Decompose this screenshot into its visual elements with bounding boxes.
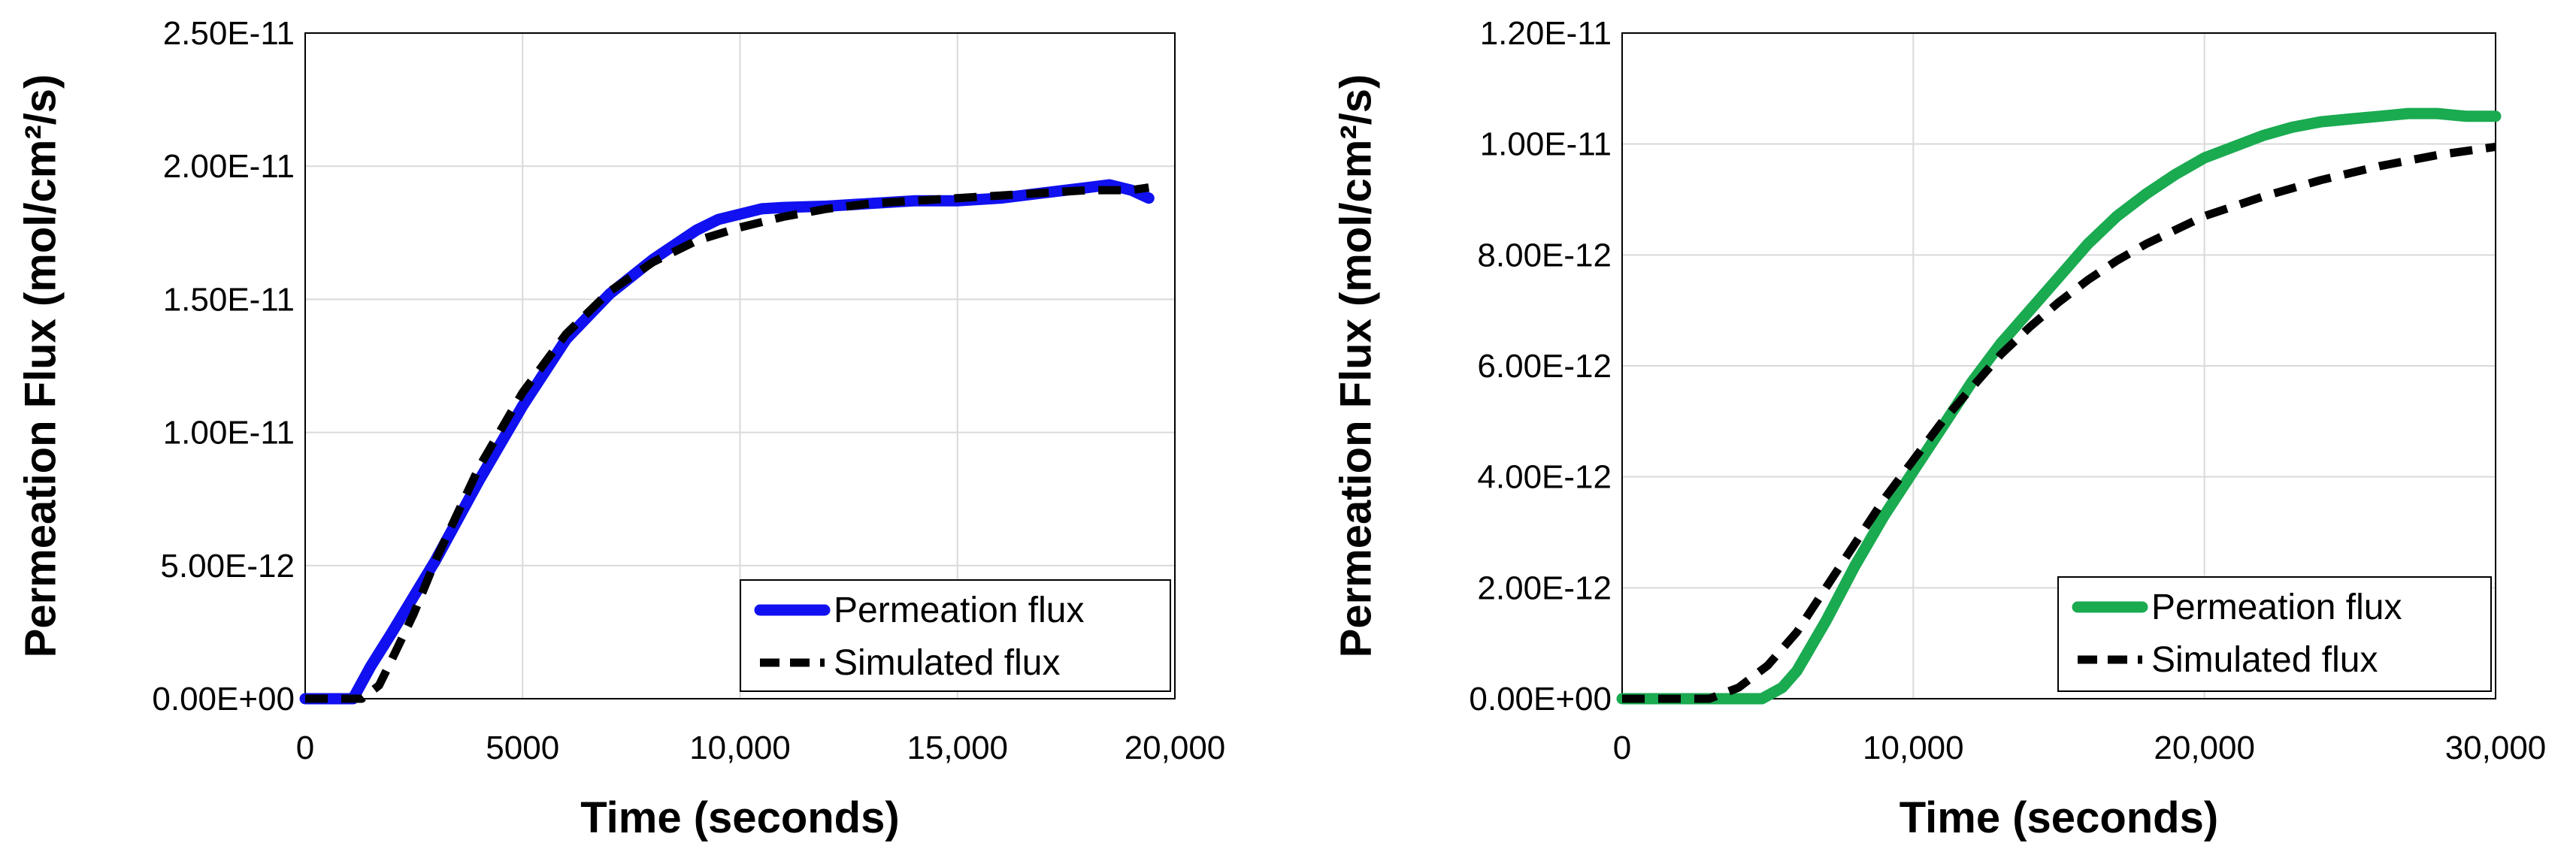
y-tick-label: 0.00E+00 [152,681,295,718]
legend-label: Simulated flux [2151,640,2378,680]
legend-label: Permeation flux [2151,588,2402,627]
x-tick-label: 20,000 [1125,730,1226,766]
chart-1: 0.00E+00 5.00E-12 1.00E-11 1.50E-11 2.00E-11… [16,15,1225,842]
y-tick-label: 2.50E-11 [163,15,295,52]
legend-label: Permeation flux [834,591,1085,630]
series-line-permeation [1616,107,2502,705]
y-tick-label: 1.50E-11 [163,281,295,318]
chart-2: 0.00E+00 2.00E-12 4.00E-12 6.00E-12 8.00E-12… [1331,15,2546,842]
plot-frame [1621,32,2496,699]
y-axis-title: Permeation Flux (mol/cm²/s) [1331,74,1380,658]
x-tick-label: 10,000 [1863,730,1964,766]
y-tick-label: 1.20E-11 [1480,15,1612,52]
legend-box [2057,576,2492,692]
series-line-simulated [305,183,1150,703]
y-tick-label: 5.00E-12 [160,548,295,585]
legend-label: Simulated flux [834,643,1060,683]
series-line-simulated [1622,142,2496,703]
legend: Permeation flux Simulated flux [740,579,1171,692]
x-axis-title: Time (seconds) [1899,793,2218,842]
y-tick-label: 2.00E-12 [1477,569,1612,606]
x-tick-label: 20,000 [2154,730,2255,766]
y-tick-label: 4.00E-12 [1477,459,1612,496]
y-tick-label: 8.00E-12 [1477,237,1612,273]
y-axis-title: Permeation Flux (mol/cm²/s) [16,74,65,658]
plot-frame [304,32,1176,699]
y-tick-label: 0.00E+00 [1469,681,1612,718]
legend: Permeation flux Simulated flux [2057,576,2492,692]
x-tick-label: 15,000 [907,730,1008,766]
x-tick-label: 0 [1613,730,1631,766]
y-tick-label: 1.00E-11 [163,415,295,452]
x-tick-label: 5000 [486,730,559,766]
y-tick-label: 1.00E-11 [1480,126,1612,163]
y-tick-label: 2.00E-11 [163,148,295,185]
x-axis-title: Time (seconds) [580,793,899,842]
legend-box [740,579,1171,692]
x-tick-label: 30,000 [2445,730,2547,766]
y-tick-label: 6.00E-12 [1477,348,1612,385]
x-tick-label: 0 [296,730,314,766]
x-tick-label: 10,000 [689,730,791,766]
